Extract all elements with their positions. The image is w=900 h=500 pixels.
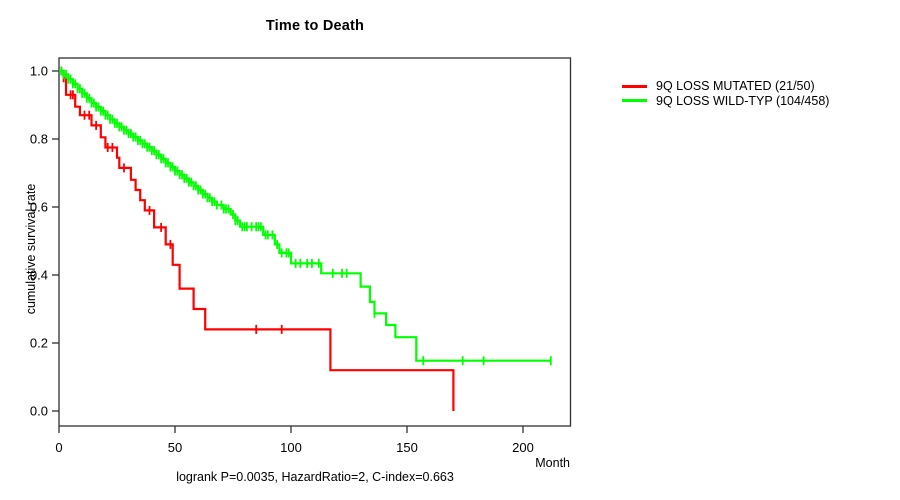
legend: 9Q LOSS MUTATED (21/50) 9Q LOSS WILD-TYP… bbox=[622, 79, 829, 108]
chart-title: Time to Death bbox=[265, 18, 365, 34]
legend-label-wildtype: 9Q LOSS WILD-TYP (104/458) bbox=[656, 93, 830, 108]
series-mutated bbox=[59, 66, 455, 411]
legend-item-wildtype: 9Q LOSS WILD-TYP (104/458) bbox=[622, 94, 829, 109]
y-tick-label: 0.0 bbox=[30, 404, 48, 419]
series-wildtype bbox=[59, 66, 552, 366]
stats-footnote: logrank P=0.0035, HazardRatio=2, C-index… bbox=[176, 470, 454, 484]
legend-line-red bbox=[622, 84, 647, 88]
x-axis-label: Month bbox=[535, 456, 570, 470]
survival-curve-mutated bbox=[59, 69, 455, 411]
x-tick-label: 100 bbox=[280, 440, 302, 455]
y-tick-label: 0.4 bbox=[30, 268, 48, 283]
legend-label-mutated: 9Q LOSS MUTATED (21/50) bbox=[656, 79, 815, 94]
censor-ticks-wildtype bbox=[60, 66, 552, 366]
x-tick-label: 50 bbox=[168, 440, 182, 455]
legend-item-mutated: 9Q LOSS MUTATED (21/50) bbox=[622, 79, 829, 94]
survival-curve-wildtype bbox=[59, 69, 551, 362]
y-tick-label: 0.2 bbox=[30, 336, 48, 351]
legend-line-green bbox=[622, 99, 647, 103]
y-tick-label: 1.0 bbox=[30, 64, 48, 79]
x-tick-label: 0 bbox=[55, 440, 62, 455]
x-tick-label: 150 bbox=[396, 440, 418, 455]
x-axis: 0 50 100 150 200 bbox=[55, 426, 534, 455]
y-tick-label: 0.8 bbox=[30, 132, 48, 147]
x-tick-label: 200 bbox=[512, 440, 534, 455]
plot-frame bbox=[58, 57, 572, 427]
y-axis: 0.0 0.2 0.4 0.6 0.8 1.0 bbox=[30, 64, 59, 419]
y-tick-label: 0.6 bbox=[30, 200, 48, 215]
